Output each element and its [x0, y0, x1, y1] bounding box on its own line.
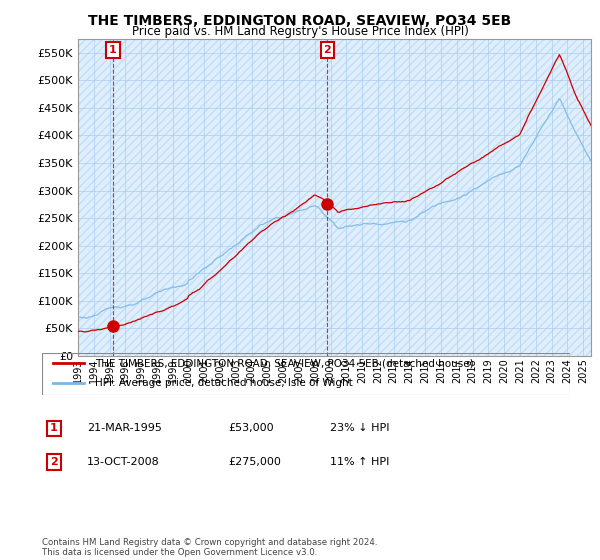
Text: £53,000: £53,000: [228, 423, 274, 433]
Text: HPI: Average price, detached house, Isle of Wight: HPI: Average price, detached house, Isle…: [95, 378, 353, 388]
Text: 21-MAR-1995: 21-MAR-1995: [87, 423, 162, 433]
Text: 1: 1: [109, 45, 117, 55]
Text: 2: 2: [50, 457, 58, 467]
Text: THE TIMBERS, EDDINGTON ROAD, SEAVIEW, PO34 5EB (detached house): THE TIMBERS, EDDINGTON ROAD, SEAVIEW, PO…: [95, 358, 473, 368]
Text: Contains HM Land Registry data © Crown copyright and database right 2024.
This d: Contains HM Land Registry data © Crown c…: [42, 538, 377, 557]
Text: 11% ↑ HPI: 11% ↑ HPI: [330, 457, 389, 467]
Text: Price paid vs. HM Land Registry's House Price Index (HPI): Price paid vs. HM Land Registry's House …: [131, 25, 469, 38]
Text: 1: 1: [50, 423, 58, 433]
Text: THE TIMBERS, EDDINGTON ROAD, SEAVIEW, PO34 5EB: THE TIMBERS, EDDINGTON ROAD, SEAVIEW, PO…: [88, 14, 512, 28]
Text: £275,000: £275,000: [228, 457, 281, 467]
Text: 2: 2: [323, 45, 331, 55]
Text: 13-OCT-2008: 13-OCT-2008: [87, 457, 160, 467]
Text: 23% ↓ HPI: 23% ↓ HPI: [330, 423, 389, 433]
